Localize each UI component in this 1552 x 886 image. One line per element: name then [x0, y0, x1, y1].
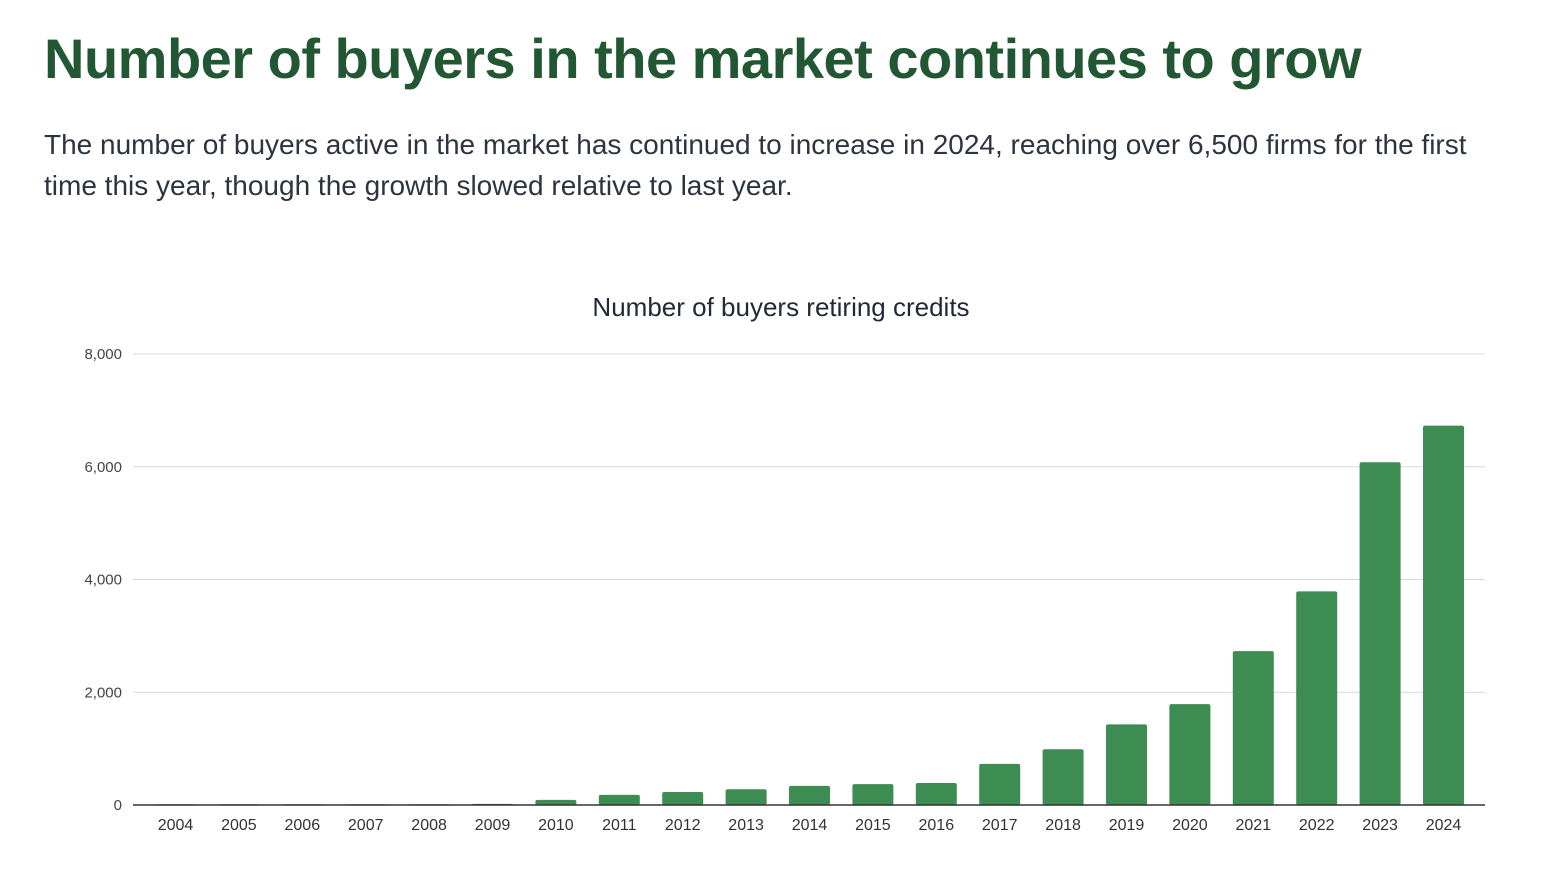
- x-tick-label: 2021: [1236, 817, 1272, 834]
- x-tick-label: 2010: [538, 817, 574, 834]
- x-tick-label: 2016: [919, 817, 955, 834]
- x-tick-label: 2018: [1045, 817, 1081, 834]
- y-tick-label: 0: [114, 797, 122, 814]
- bar-2023: [1359, 462, 1401, 805]
- y-tick-label: 8,000: [84, 346, 122, 363]
- buyers-bar-chart: Number of buyers retiring credits 0 2,000…: [84, 292, 1485, 834]
- x-tick-label: 2006: [285, 817, 321, 834]
- x-tick-label: 2024: [1426, 817, 1462, 834]
- y-tick-label: 2,000: [84, 684, 122, 701]
- x-tick-label: 2020: [1172, 817, 1208, 834]
- bar-2020: [1169, 704, 1211, 805]
- bar-2012: [662, 792, 704, 805]
- x-tick-label: 2009: [475, 817, 511, 834]
- x-tick-label: 2022: [1299, 817, 1335, 834]
- y-tick-label: 6,000: [84, 459, 122, 476]
- x-tick-label: 2019: [1109, 817, 1145, 834]
- bar-2014: [789, 785, 830, 805]
- bars: [155, 425, 1464, 805]
- x-tick-label: 2012: [665, 817, 701, 834]
- chart-title: Number of buyers retiring credits: [592, 292, 969, 322]
- x-tick-label: 2013: [728, 817, 764, 834]
- page-subtitle: The number of buyers active in the marke…: [44, 129, 1467, 201]
- x-tick-label: 2017: [982, 817, 1018, 834]
- x-tick-label: 2008: [411, 817, 447, 834]
- x-tick-label: 2023: [1362, 817, 1398, 834]
- bar-2015: [852, 784, 894, 805]
- y-tick-label: 4,000: [84, 572, 122, 589]
- x-axis-ticks: 2004 2005 2006 2007 2008 2009 2010 2011 2012 2013…: [158, 817, 1462, 834]
- x-tick-label: 2005: [221, 817, 257, 834]
- bar-2021: [1232, 651, 1274, 805]
- bar-2017: [979, 763, 1021, 805]
- y-axis-ticks: 0 2,000 4,000 6,000 8,000: [84, 346, 122, 814]
- bar-2016: [915, 783, 957, 805]
- x-tick-label: 2011: [602, 817, 637, 834]
- bar-2011: [598, 794, 640, 805]
- bar-2018: [1042, 749, 1084, 805]
- bar-2022: [1296, 591, 1338, 805]
- x-tick-label: 2004: [158, 817, 194, 834]
- x-tick-label: 2007: [348, 817, 384, 834]
- page-title: Number of buyers in the market continues…: [44, 27, 1362, 90]
- bar-2013: [725, 789, 767, 805]
- gridlines: [133, 353, 1485, 693]
- bar-2010: [535, 799, 577, 805]
- x-tick-label: 2015: [855, 817, 891, 834]
- bar-2019: [1106, 724, 1147, 805]
- x-tick-label: 2014: [792, 817, 828, 834]
- bar-2024: [1423, 425, 1464, 805]
